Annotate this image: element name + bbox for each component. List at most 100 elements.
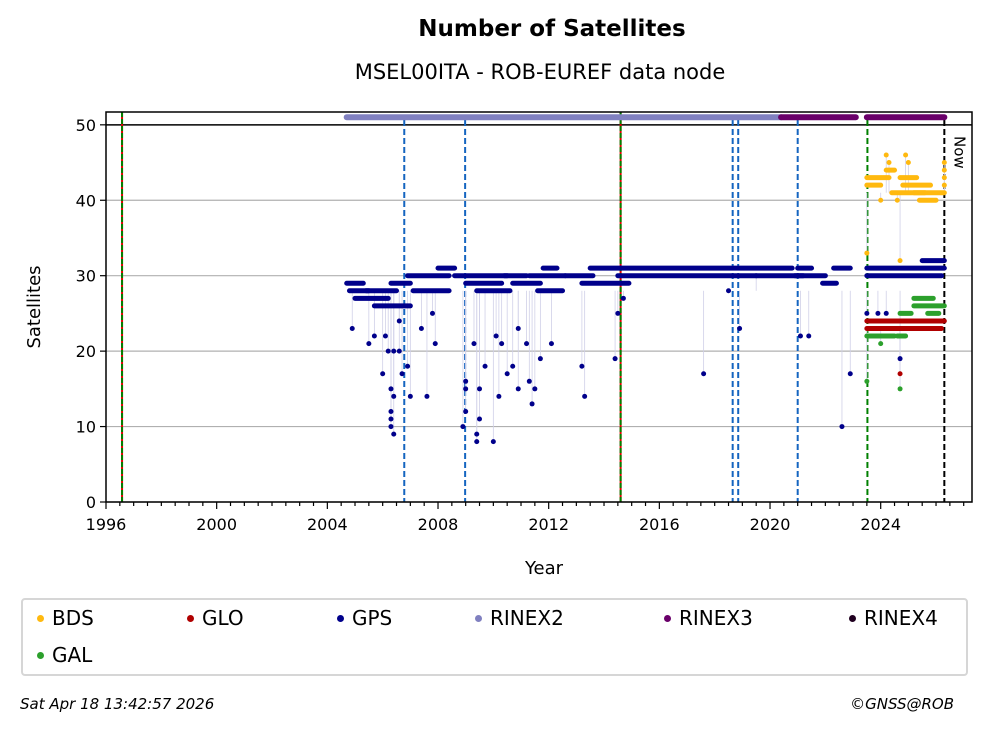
- gps-point: [582, 393, 588, 399]
- gps-point: [529, 401, 535, 407]
- x-tick-label: 2024: [860, 515, 901, 534]
- gps-point: [391, 431, 397, 437]
- gps-point: [883, 310, 889, 316]
- legend-label: RINEX4: [864, 606, 938, 630]
- y-tick-label: 0: [86, 493, 96, 512]
- gps-point: [471, 341, 477, 347]
- gps-point: [496, 393, 502, 399]
- legend-item-bds: BDS: [37, 606, 94, 630]
- legend-label: RINEX3: [679, 606, 753, 630]
- gps-point: [482, 363, 488, 369]
- y-tick-label: 30: [76, 267, 96, 286]
- gps-point: [875, 310, 881, 316]
- legend-marker-icon: [187, 614, 194, 622]
- x-tick-label: 1996: [86, 515, 127, 534]
- legend-marker-icon: [849, 614, 856, 622]
- legend: BDS GLO GPS RINEX2 RINEX3 RINEX4 GAL: [21, 598, 968, 676]
- gps-point: [407, 393, 413, 399]
- gps-point: [612, 356, 618, 362]
- gps-point: [405, 363, 411, 369]
- gps-point: [349, 325, 355, 331]
- gal-point: [878, 341, 884, 347]
- gps-point: [391, 393, 397, 399]
- now-label: Now: [950, 136, 968, 169]
- timestamp: Sat Apr 18 13:42:57 2026: [20, 695, 215, 713]
- gps-point: [432, 341, 438, 347]
- data-marks: [343, 114, 948, 445]
- bds-point: [897, 258, 903, 264]
- gps-point: [463, 408, 469, 414]
- x-tick-label: 2020: [750, 515, 791, 534]
- gps-point: [615, 310, 621, 316]
- chart-subtitle: MSEL00ITA - ROB-EUREF data node: [354, 60, 726, 84]
- gps-point: [396, 318, 402, 324]
- bds-point: [864, 250, 870, 256]
- gps-point: [477, 416, 483, 422]
- chart-title: Number of Satellites: [418, 16, 686, 42]
- gps-point: [424, 393, 430, 399]
- gps-point: [388, 416, 394, 422]
- gps-point: [388, 424, 394, 430]
- gal-point: [897, 386, 903, 392]
- gps-point: [797, 333, 803, 339]
- legend-label: BDS: [52, 606, 94, 630]
- gps-point: [726, 288, 732, 294]
- x-tick-label: 2016: [639, 515, 680, 534]
- bds-point: [883, 152, 889, 158]
- legend-label: GLO: [202, 606, 244, 630]
- x-axis-label: Year: [524, 558, 564, 579]
- bds-point: [941, 160, 947, 166]
- gps-point: [504, 371, 510, 377]
- bds-point: [941, 175, 947, 181]
- legend-label: RINEX2: [490, 606, 564, 630]
- gps-point: [388, 408, 394, 414]
- x-tick-label: 2012: [528, 515, 569, 534]
- gps-point: [399, 371, 405, 377]
- gps-point: [548, 341, 554, 347]
- bds-point: [894, 197, 900, 203]
- gps-point: [701, 371, 707, 377]
- copyright: ©GNSS@ROB: [850, 695, 954, 713]
- bds-point: [886, 160, 892, 166]
- gps-point: [490, 439, 496, 445]
- gps-point: [477, 386, 483, 392]
- bds-point: [941, 182, 947, 188]
- gps-point: [537, 356, 543, 362]
- gps-point: [418, 325, 424, 331]
- gps-point: [391, 348, 397, 354]
- gps-point: [493, 333, 499, 339]
- legend-item-rinex3: RINEX3: [664, 606, 753, 630]
- bds-point: [903, 152, 909, 158]
- stems: [351, 154, 945, 442]
- legend-item-gps: GPS: [337, 606, 392, 630]
- gps-point: [388, 386, 394, 392]
- gps-point: [737, 325, 743, 331]
- gps-point: [753, 273, 759, 279]
- gps-point: [474, 439, 480, 445]
- gps-point: [396, 348, 402, 354]
- gps-point: [532, 386, 538, 392]
- plot-frame: [105, 111, 973, 503]
- gps-point: [499, 341, 505, 347]
- gps-point: [806, 333, 812, 339]
- gal-point: [864, 378, 870, 384]
- y-tick-label: 50: [76, 116, 96, 135]
- gps-point: [847, 371, 853, 377]
- gps-point: [515, 325, 521, 331]
- gps-point: [579, 363, 585, 369]
- legend-marker-icon: [337, 614, 344, 622]
- gps-point: [897, 356, 903, 362]
- gps-point: [620, 295, 626, 301]
- gps-point: [380, 371, 386, 377]
- bds-point: [941, 167, 947, 173]
- y-tick-label: 20: [76, 342, 96, 361]
- gps-point: [371, 333, 377, 339]
- bds-point: [878, 197, 884, 203]
- gps-point: [474, 431, 480, 437]
- gps-point: [510, 363, 516, 369]
- legend-item-rinex4: RINEX4: [849, 606, 938, 630]
- y-tick-label: 10: [76, 418, 96, 437]
- x-tick-label: 2008: [418, 515, 459, 534]
- gps-point: [839, 424, 845, 430]
- gps-point: [382, 333, 388, 339]
